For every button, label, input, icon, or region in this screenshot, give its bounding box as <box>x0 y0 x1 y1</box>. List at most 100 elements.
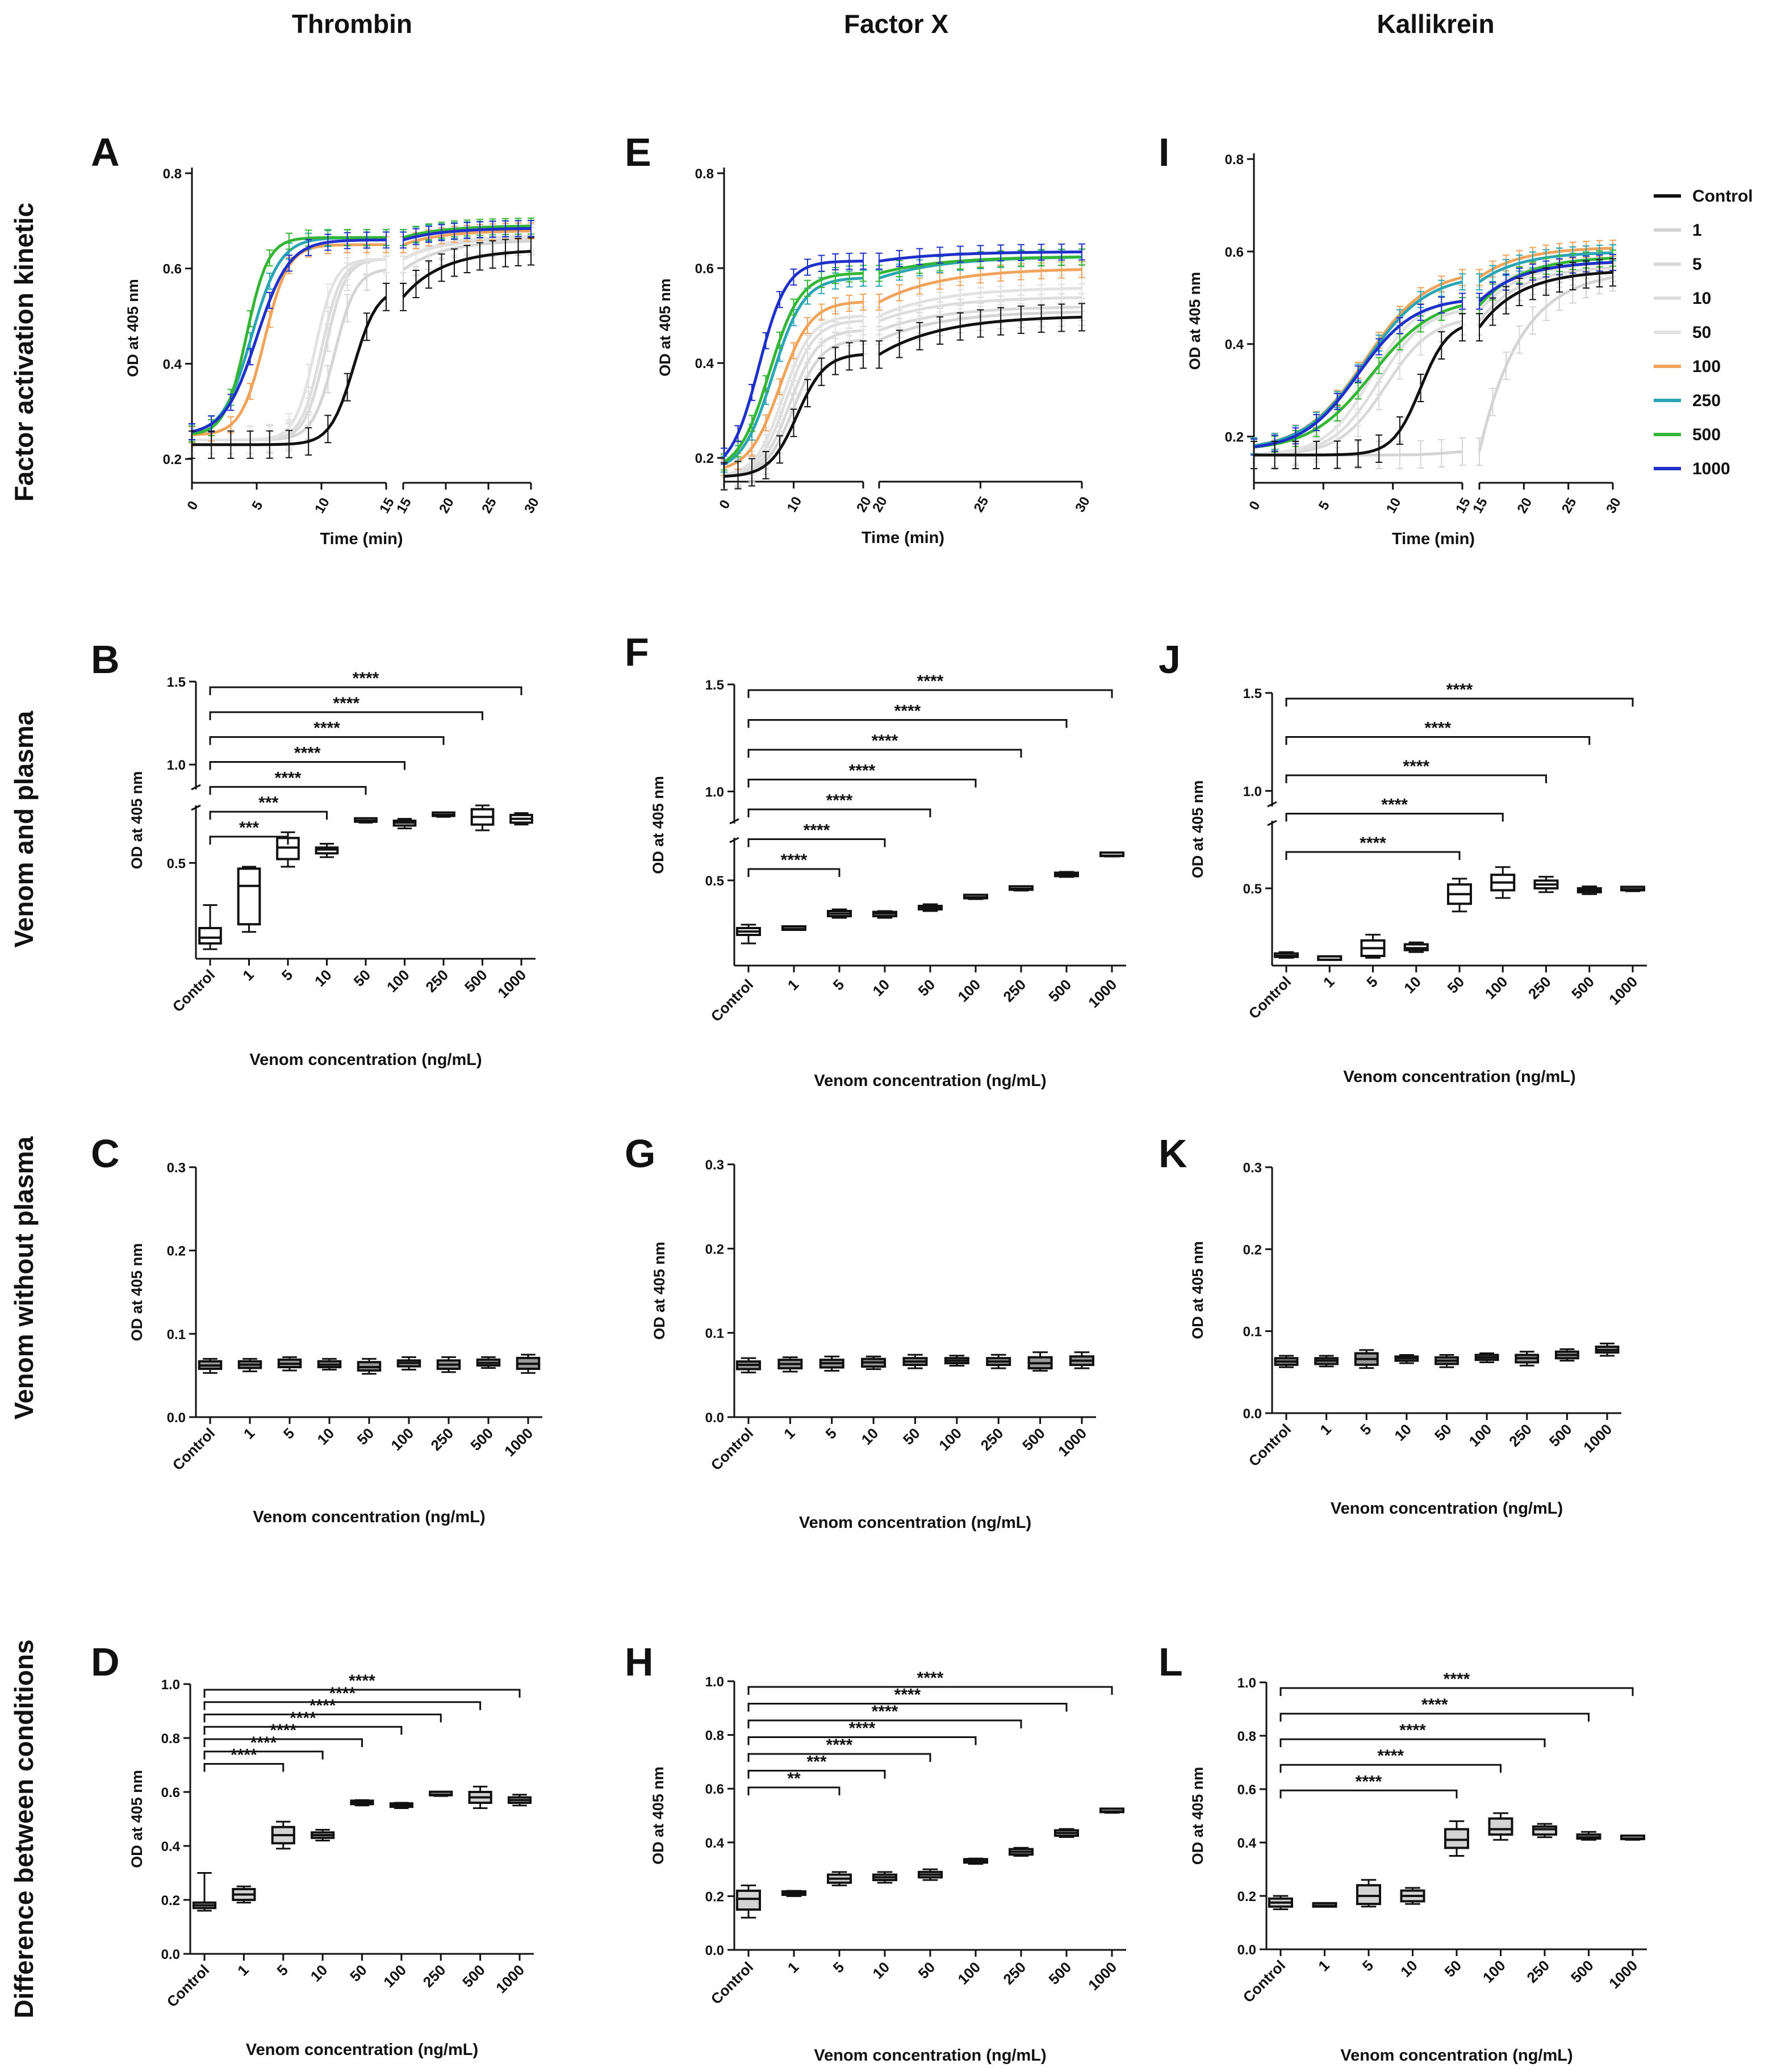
x-category-label: 250 <box>427 1424 457 1454</box>
x-category-label: 1000 <box>494 966 529 1001</box>
box-chart-K: 0.0 0.1 0.2 0.3 OD at 405 nm Control 1 5 10 50 100… <box>1189 1160 1621 1518</box>
x-axis-label: Venom concentration (ng/mL) <box>814 1072 1046 1090</box>
box-chart-G: 0.0 0.1 0.2 0.3 OD at 405 nm Control 1 5 10 50 100… <box>651 1158 1096 1532</box>
significance-label: **** <box>826 791 853 810</box>
x-category-label: 250 <box>420 1961 449 1991</box>
x-axis-label: Venom concentration (ng/mL) <box>814 2046 1046 2065</box>
panel-letter: L <box>1159 1640 1183 1684</box>
significance-bracket <box>209 736 445 745</box>
x-category-label: 1000 <box>501 1424 536 1460</box>
significance-label: **** <box>349 1672 375 1690</box>
box-100 <box>1488 1817 1513 1836</box>
x-tick-label: 10 <box>312 495 333 516</box>
significance-bracket <box>209 686 522 695</box>
significance-label: **** <box>333 694 359 713</box>
box-chart-F: 0.5 1.0 1.5 OD at 405 nm Control 1 5 10 50 100 250… <box>650 672 1126 1090</box>
legend-label-100: 100 <box>1692 357 1721 376</box>
legend-label-1000: 1000 <box>1692 459 1730 478</box>
x-category-label: 1000 <box>1605 973 1641 1008</box>
panel-letter: J <box>1159 637 1181 682</box>
panel-letter: G <box>625 1131 655 1176</box>
x-category-label: 5 <box>1357 1421 1374 1438</box>
y-axis-label: OD at 405 nm <box>1186 272 1203 370</box>
x-category-label: 1000 <box>1085 976 1120 1011</box>
y-tick-label: 0.0 <box>167 1410 186 1426</box>
y-axis-label: OD at 405 nm <box>650 1766 667 1865</box>
y-axis-label: OD at 405 nm <box>1189 780 1206 879</box>
significance-label: **** <box>917 1669 944 1687</box>
y-axis-label: OD at 405 nm <box>124 279 141 377</box>
x-category-label: 10 <box>1397 1957 1421 1981</box>
x-category-label: Control <box>708 1958 757 2008</box>
x-axis-label: Time (min) <box>1392 530 1475 548</box>
significance-label: **** <box>894 702 921 721</box>
significance-bracket <box>747 749 1022 758</box>
significance-label: **** <box>313 719 340 738</box>
y-tick-label: 0.6 <box>1237 1782 1256 1798</box>
x-category-label: 10 <box>314 1424 338 1448</box>
significance-bracket <box>747 1703 1068 1712</box>
legend-label-250: 250 <box>1692 391 1721 410</box>
y-tick-label: 0.0 <box>705 1410 724 1426</box>
significance-bracket <box>747 1753 931 1762</box>
x-category-label: 100 <box>954 976 984 1005</box>
y-tick-label: 0.2 <box>163 452 182 467</box>
significance-label: **** <box>1360 834 1386 853</box>
x-category-label: 5 <box>830 976 847 993</box>
box-Control <box>198 927 222 945</box>
y-tick-label: 0.3 <box>705 1158 724 1173</box>
x-category-label: 1 <box>784 1958 802 1976</box>
legend-label-500: 500 <box>1692 425 1721 444</box>
legend-label-5: 5 <box>1692 255 1702 274</box>
x-category-label: 1000 <box>1085 1958 1120 1994</box>
x-category-label: 500 <box>1019 1424 1048 1454</box>
x-category-label: 5 <box>830 1958 847 1976</box>
x-tick-label: 30 <box>1603 495 1624 516</box>
x-tick-label: 5 <box>249 499 266 513</box>
x-category-label: 10 <box>1391 1421 1415 1444</box>
x-category-label: 100 <box>383 966 413 996</box>
row-title-kinetic: Factor activation kinetic <box>9 203 39 502</box>
significance-bracket <box>747 1719 1022 1729</box>
significance-bracket <box>747 868 840 877</box>
x-category-label: 10 <box>307 1961 331 1985</box>
y-tick-label: 0.4 <box>161 1839 181 1854</box>
x-category-label: 100 <box>1482 973 1511 1002</box>
panel-letter: B <box>91 637 120 682</box>
x-tick-label: 25 <box>479 495 500 516</box>
x-tick-label: 15 <box>1470 495 1491 516</box>
x-category-label: 50 <box>1444 973 1468 997</box>
x-category-label: 500 <box>461 966 491 996</box>
x-category-label: 5 <box>274 1961 291 1979</box>
y-tick-label: 1.0 <box>1237 1676 1256 1691</box>
significance-bracket <box>1285 774 1547 783</box>
significance-label: **** <box>872 732 898 750</box>
y-tick-label: 0.2 <box>161 1893 180 1908</box>
column-title-factor-x: Factor X <box>844 9 948 39</box>
x-category-label: Control <box>708 1424 757 1474</box>
panel-letter: K <box>1159 1131 1187 1176</box>
y-tick-label: 0.8 <box>695 166 714 182</box>
box-5 <box>1356 1884 1381 1906</box>
x-category-label: Control <box>164 1961 213 2011</box>
x-category-label: 5 <box>280 1424 298 1442</box>
significance-bracket <box>1285 813 1504 822</box>
significance-label: **** <box>917 672 944 691</box>
x-tick-label: 10 <box>1383 495 1404 516</box>
y-axis-label: OD at 405 nm <box>651 1242 668 1340</box>
x-category-label: 1 <box>234 1961 252 1979</box>
axis-break-mark <box>729 818 739 825</box>
x-category-label: 250 <box>999 976 1029 1005</box>
significance-bracket <box>1285 697 1634 707</box>
significance-label: **** <box>231 1746 257 1765</box>
y-tick-label: 0.1 <box>1243 1325 1262 1340</box>
y-tick-label: 0.6 <box>161 1785 180 1801</box>
x-category-label: 100 <box>380 1961 409 1991</box>
column-title-thrombin: Thrombin <box>292 9 412 39</box>
panel-letter: I <box>1159 130 1169 174</box>
x-category-label: 50 <box>915 1958 939 1982</box>
significance-label: **** <box>894 1686 921 1705</box>
